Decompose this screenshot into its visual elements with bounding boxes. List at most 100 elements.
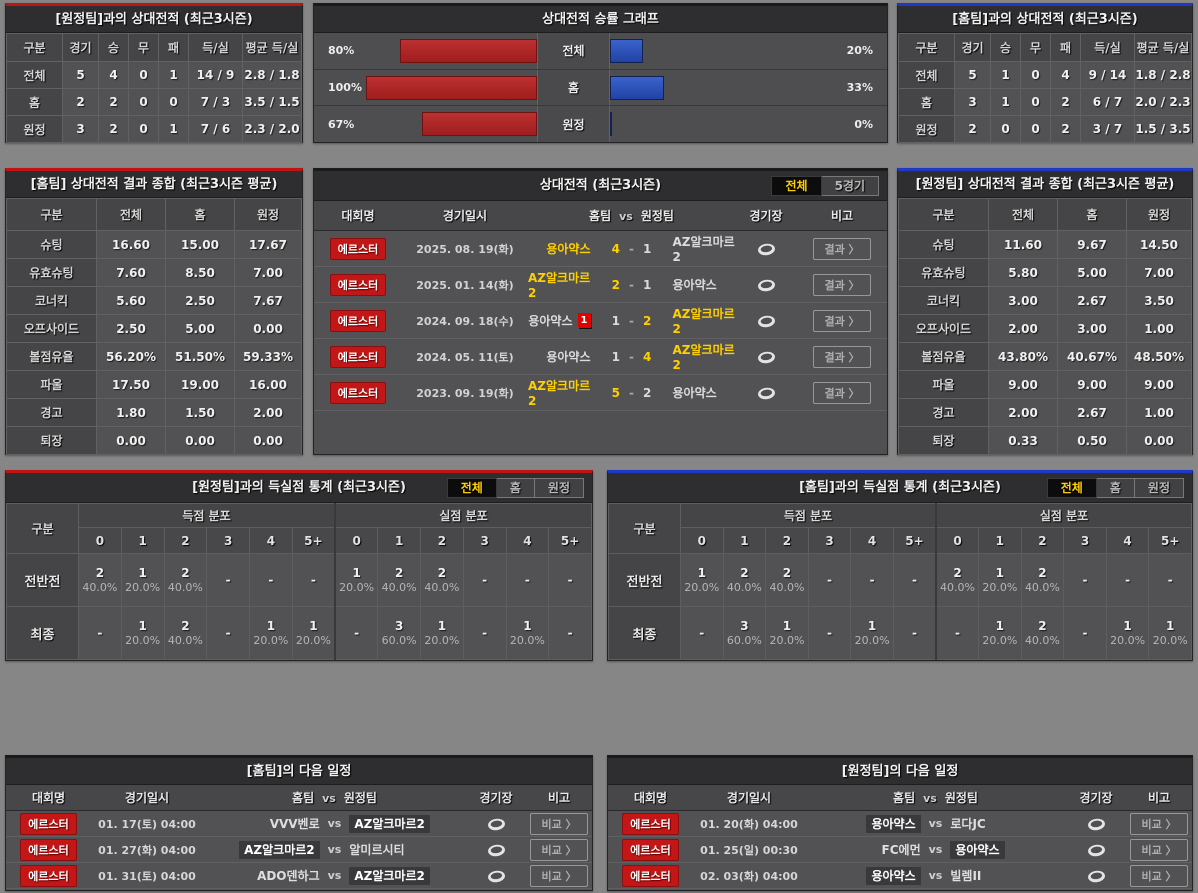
stadium-icon[interactable] [756, 277, 777, 293]
row-label: 퇴장 [898, 426, 989, 455]
tab-home[interactable]: 홈 [496, 478, 535, 498]
record-table: 구분 경기 승 무 패 득/실 평균 득/실 전체 5 4 0 1 14 / 9… [6, 33, 302, 143]
graph-row: 80% 전체 20% [314, 33, 887, 70]
goal-cell: - [892, 553, 937, 607]
league-badge[interactable]: 에르스터 [20, 812, 77, 835]
compare-button[interactable]: 비교 〉 [530, 812, 588, 835]
stat-value: 40.67% [1057, 342, 1127, 371]
league-badge[interactable]: 에르스터 [329, 237, 387, 260]
column-header: 전체 [988, 198, 1058, 231]
tab-away[interactable]: 원정 [534, 478, 584, 498]
league-badge[interactable]: 에르스터 [20, 838, 77, 861]
tab-home[interactable]: 홈 [1096, 478, 1135, 498]
tab-all[interactable]: 전체 [1046, 478, 1097, 498]
panel-title: [홈팀] 상대전적 결과 종합 (최근3시즌 평균) [6, 171, 302, 198]
header-row: 대회명 경기일시 홈팀 vs 원정팀 경기장 비고 [6, 785, 592, 811]
stadium-icon[interactable] [486, 816, 507, 832]
stadium-icon[interactable] [756, 313, 777, 329]
header-row: 구분 경기 승 무 패 득/실 평균 득/실 [898, 33, 1192, 62]
goal-stats-tabs: 전체 홈 원정 [1046, 478, 1184, 498]
goal-cell: 1 20.0% [1105, 606, 1150, 660]
compare-button[interactable]: 비교 〉 [530, 864, 588, 887]
stadium-icon[interactable] [756, 385, 777, 401]
stat-value: 1 [990, 61, 1021, 89]
compare-button[interactable]: 비교 〉 [1130, 864, 1188, 887]
goal-cell: - [334, 606, 379, 660]
panel-title: [홈팀]과의 득실점 통계 (최근3시즌) 전체 홈 원정 [608, 473, 1192, 503]
away-score: 4 [642, 349, 652, 364]
column-header: 홈팀 vs 원정팀 [805, 789, 1066, 806]
league-badge[interactable]: 에르스터 [329, 381, 387, 404]
table-row: 홈 2 2 0 0 7 / 3 3.5 / 1.5 [6, 88, 302, 116]
stadium-icon[interactable] [756, 241, 777, 257]
stat-value: 3 / 7 [1080, 115, 1135, 143]
stat-value: 1.00 [1126, 314, 1192, 343]
schedule-row: 에르스터 02. 03(화) 04:00 용아약스 vs 빌렘II 비교 〉 [608, 863, 1192, 889]
away-team-name: 빌렘II [950, 869, 982, 883]
stat-value: 0.00 [234, 314, 302, 343]
schedule-row: 에르스터 01. 27(화) 04:00 AZ알크마르2 vs 알미르시티 비교 〉 [6, 837, 592, 863]
goal-cell: - [206, 606, 250, 660]
table-row: 코너킥 5.60 2.50 7.67 [6, 286, 302, 315]
graph-right-cell: 20% [610, 33, 887, 69]
stat-value: 0.00 [165, 426, 235, 455]
result-button[interactable]: 결과 〉 [813, 381, 871, 404]
league-badge[interactable]: 에르스터 [622, 864, 679, 887]
tab-all[interactable]: 전체 [771, 176, 822, 196]
result-button[interactable]: 결과 〉 [813, 345, 871, 368]
goal-cell: 1 20.0% [334, 553, 379, 607]
column-header: 비고 [547, 791, 571, 805]
stadium-icon[interactable] [486, 842, 507, 858]
graph-row-label: 원정 [538, 106, 610, 143]
goal-cell: - [680, 606, 724, 660]
column-header: 0 [680, 527, 724, 554]
stadium-icon[interactable] [486, 868, 507, 884]
stat-value: 1.50 [165, 398, 235, 427]
tab-5games[interactable]: 5경기 [821, 176, 879, 196]
goal-cell: 1 20.0% [765, 606, 809, 660]
vs-label: vs [928, 843, 943, 856]
row-label: 경고 [6, 398, 97, 427]
league-badge[interactable]: 에르스터 [622, 812, 679, 835]
stat-value: 9 / 14 [1080, 61, 1135, 89]
league-badge[interactable]: 에르스터 [329, 309, 387, 332]
tab-away[interactable]: 원정 [1134, 478, 1184, 498]
result-button[interactable]: 결과 〉 [813, 309, 871, 332]
stadium-icon[interactable] [1086, 842, 1107, 858]
panel-title: [원정팀]의 다음 일정 [608, 758, 1192, 785]
stat-value: 17.50 [96, 370, 166, 399]
goal-cell: 2 40.0% [1020, 606, 1065, 660]
column-header: 경기일시 [726, 791, 772, 805]
stadium-icon[interactable] [1086, 868, 1107, 884]
home-team-name: VVV벤로 [269, 817, 320, 831]
stadium-icon[interactable] [756, 349, 777, 365]
match-row: 에르스터 2025. 08. 19(화) 용아약스 4-1 AZ알크마르2 결과… [314, 231, 887, 267]
table-row: 오프사이드 2.50 5.00 0.00 [6, 314, 302, 343]
goal-cell: - [462, 606, 507, 660]
goal-cell: - [1105, 553, 1150, 607]
panel-summary-away: [원정팀] 상대전적 결과 종합 (최근3시즌 평균) 구분 전체 홈 원정 슈… [897, 168, 1193, 455]
panel-h2h-matches: 상대전적 (최근3시즌) 전체 5경기 대회명 경기일시 홈팀 vs 원정팀 경기장… [313, 168, 888, 455]
tab-all[interactable]: 전체 [446, 478, 497, 498]
stat-value: 7.60 [96, 258, 166, 287]
result-button[interactable]: 결과 〉 [813, 273, 871, 296]
result-button[interactable]: 결과 〉 [813, 237, 871, 260]
stadium-icon[interactable] [1086, 816, 1107, 832]
compare-button[interactable]: 비교 〉 [530, 838, 588, 861]
compare-button[interactable]: 비교 〉 [1130, 812, 1188, 835]
league-badge[interactable]: 에르스터 [329, 345, 387, 368]
stat-value: 5 [62, 61, 99, 89]
league-badge[interactable]: 에르스터 [20, 864, 77, 887]
panel-title: [홈팀]의 다음 일정 [6, 758, 592, 785]
compare-button[interactable]: 비교 〉 [1130, 838, 1188, 861]
column-header: 무 [128, 33, 159, 62]
league-badge[interactable]: 에르스터 [622, 838, 679, 861]
group-header-conceded: 실점 분포 [334, 503, 592, 528]
away-team-name: AZ알크마르2 [672, 307, 735, 336]
panel-title: 상대전적 승률 그래프 [314, 6, 887, 33]
league-badge[interactable]: 에르스터 [329, 273, 387, 296]
stat-value: 2.00 [234, 398, 302, 427]
stat-value: 43.80% [988, 342, 1058, 371]
stat-value: 5.80 [988, 258, 1058, 287]
